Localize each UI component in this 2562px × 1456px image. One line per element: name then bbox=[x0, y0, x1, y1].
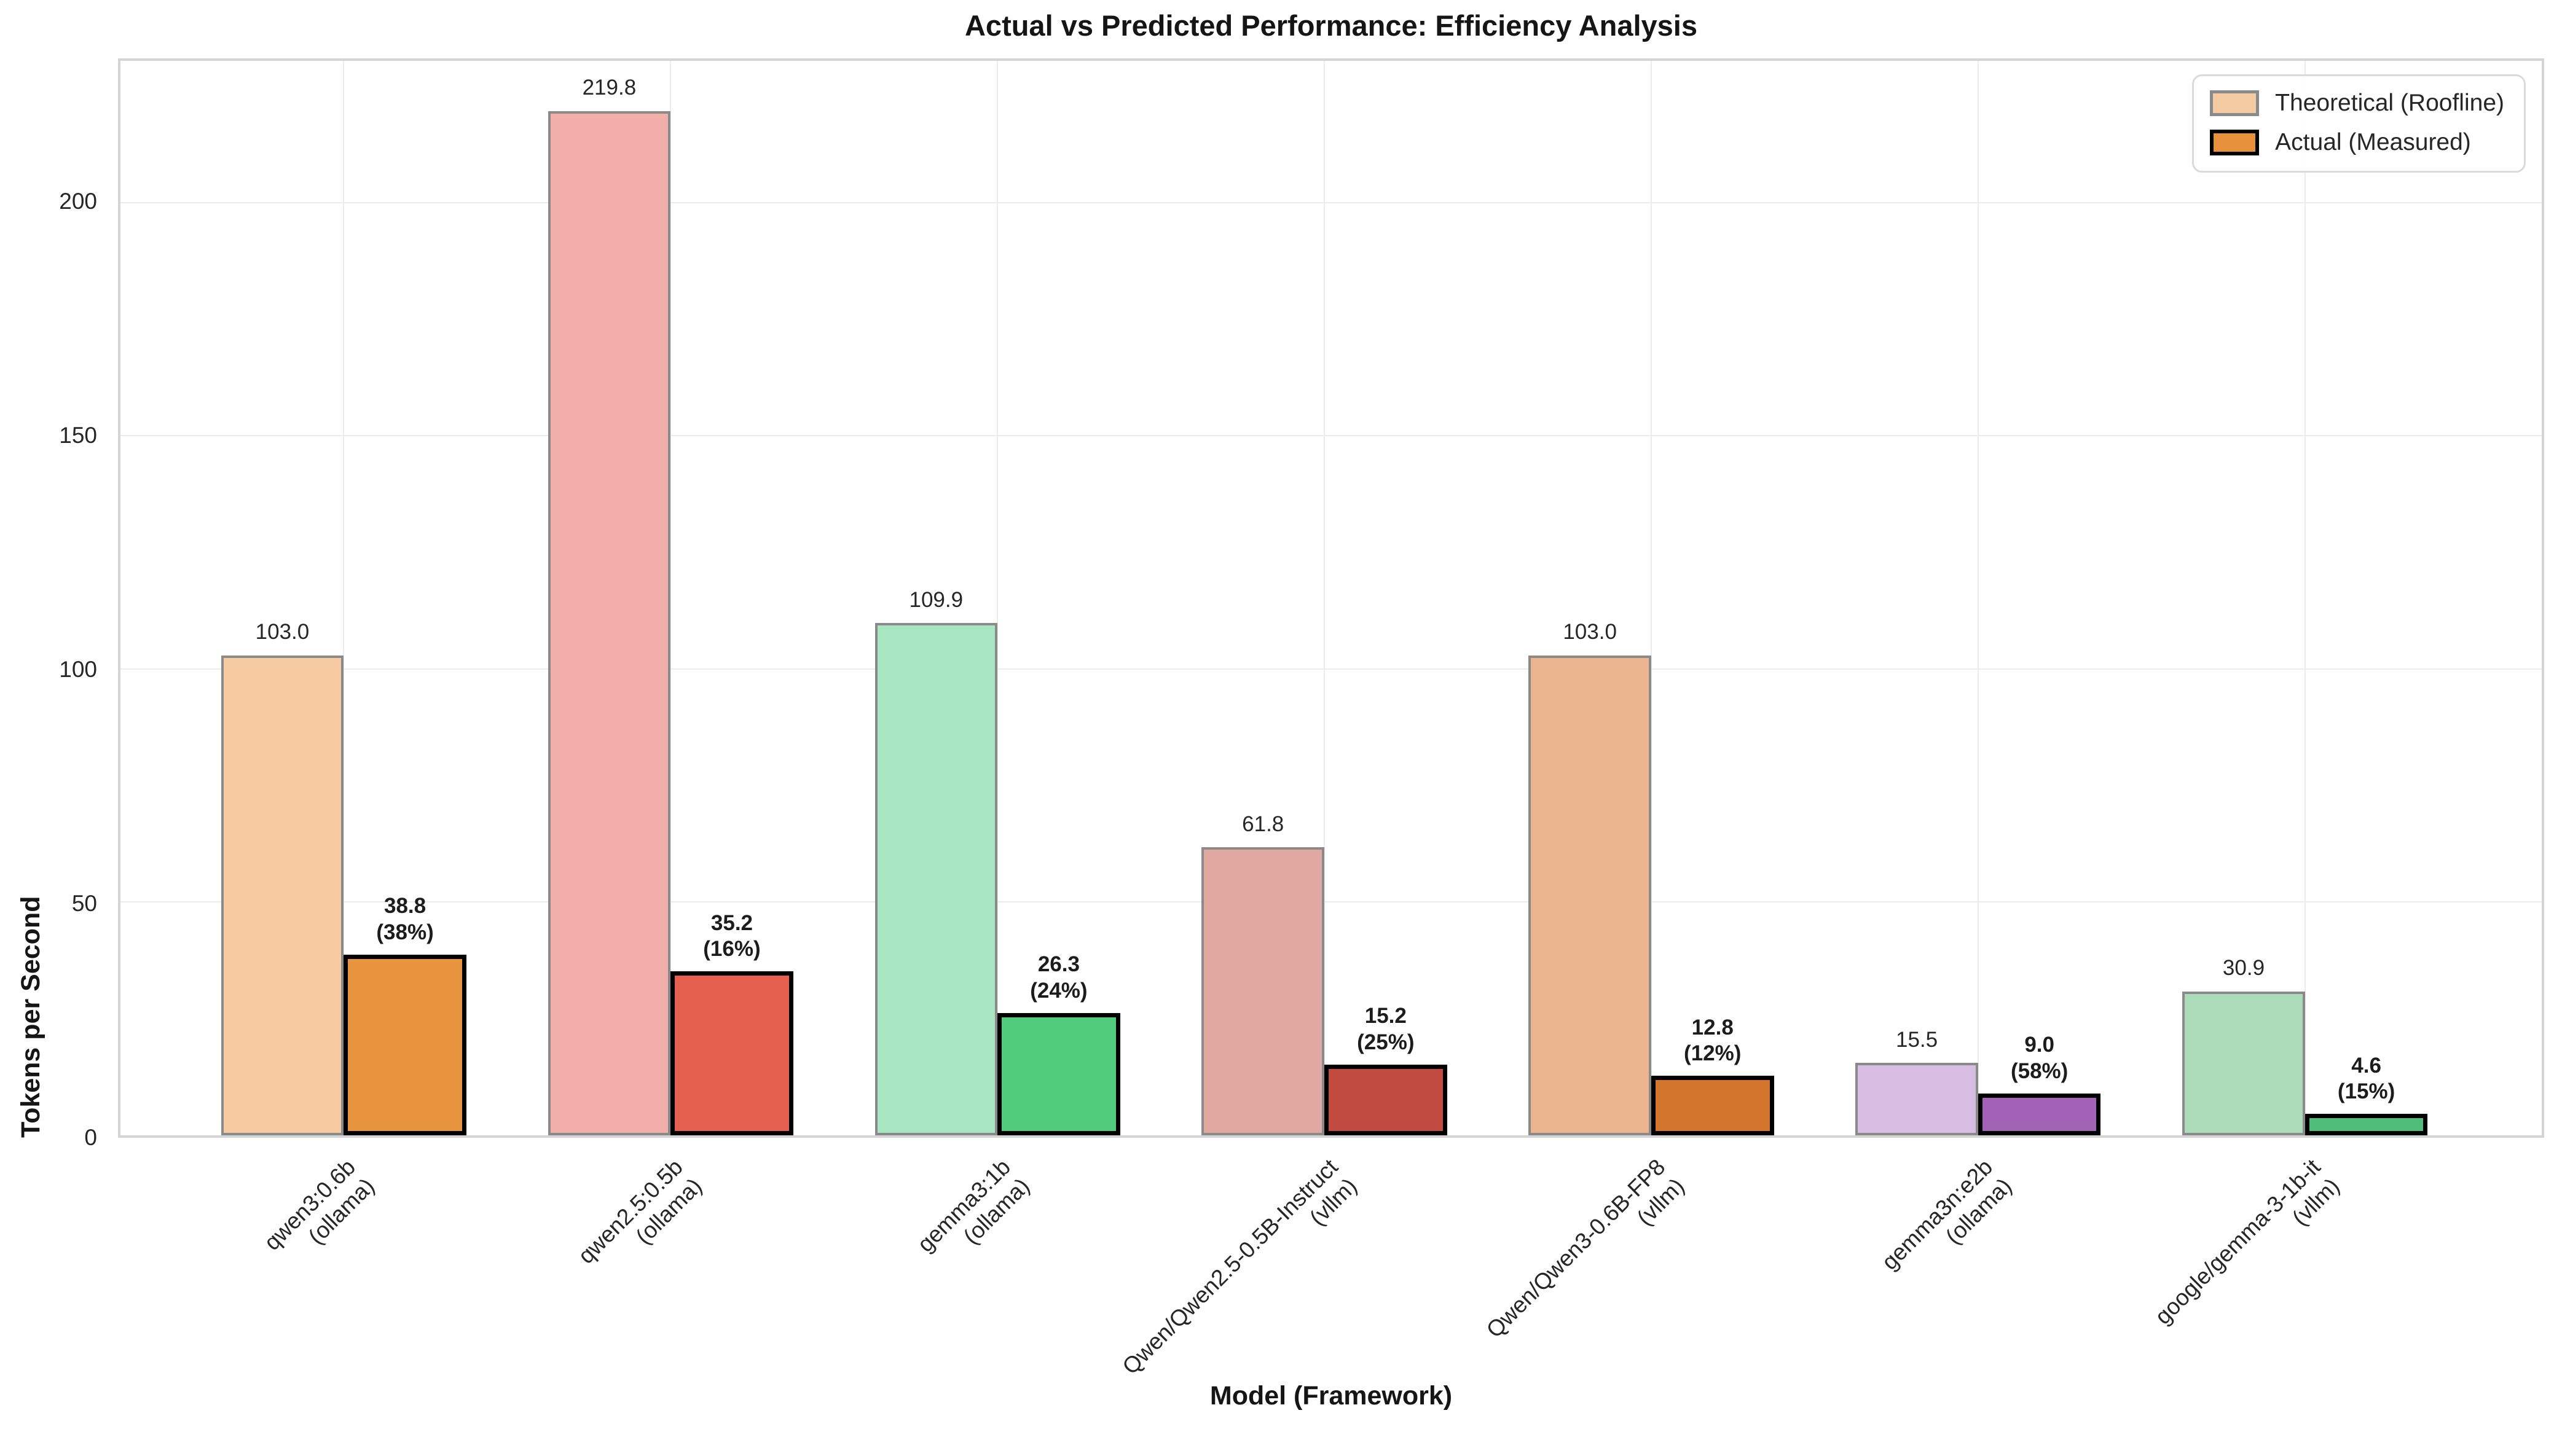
bar-label-actual-2: 26.3 (24%) bbox=[997, 952, 1120, 1004]
gridline-vertical-2 bbox=[997, 61, 999, 1135]
bar-actual-4 bbox=[1651, 1075, 1774, 1135]
x-tick-label-4-line-0: Qwen/Qwen3-0.6B-FP8 bbox=[1481, 1154, 1670, 1343]
legend: Theoretical (Roofline) Actual (Measured) bbox=[2192, 74, 2526, 173]
x-tick-label-4-line-1: (vllm) bbox=[1632, 1173, 1689, 1231]
legend-label-actual: Actual (Measured) bbox=[2275, 129, 2471, 155]
gridline-horizontal-200 bbox=[120, 202, 2542, 204]
bar-label-actual-6: 4.6 (15%) bbox=[2305, 1053, 2428, 1105]
bar-theoretical-0 bbox=[221, 655, 344, 1135]
bar-label-actual-efficiency-1: (16%) bbox=[703, 937, 761, 961]
bar-actual-2 bbox=[997, 1012, 1120, 1135]
bar-label-actual-value-1: 35.2 bbox=[710, 910, 753, 935]
bar-label-actual-value-5: 9.0 bbox=[2024, 1033, 2054, 1057]
bar-label-actual-efficiency-5: (58%) bbox=[2010, 1059, 2069, 1084]
bar-label-actual-5: 9.0 (58%) bbox=[1978, 1032, 2101, 1084]
y-tick-label-200: 200 bbox=[59, 189, 97, 214]
bar-actual-6 bbox=[2305, 1114, 2428, 1135]
y-tick-label-50: 50 bbox=[71, 891, 97, 917]
bar-label-theoretical-0: 103.0 bbox=[255, 620, 310, 644]
x-axis-ticks: qwen3:0.6b (ollama) qwen2.5:0.5b (ollama) ge… bbox=[118, 1144, 2544, 1402]
gridline-vertical-6 bbox=[2304, 61, 2306, 1135]
x-tick-label-4: Qwen/Qwen3-0.6B-FP8 (vllm) bbox=[1481, 1154, 1689, 1362]
bar-label-theoretical-2: 109.9 bbox=[909, 587, 964, 612]
x-tick-label-5: gemma3n:e2b (ollama) bbox=[1877, 1154, 2018, 1294]
bar-theoretical-3 bbox=[1201, 847, 1325, 1135]
bar-label-actual-value-0: 38.8 bbox=[383, 894, 426, 918]
plot-area: 103.0 38.8 (38%) 219.8 35.2 (16%) 109.9 26.3 (24… bbox=[118, 58, 2544, 1138]
bar-theoretical-4 bbox=[1528, 655, 1651, 1135]
gridline-horizontal-50 bbox=[120, 901, 2542, 902]
gridline-vertical-5 bbox=[1977, 61, 1979, 1135]
bar-actual-3 bbox=[1324, 1064, 1447, 1135]
bar-label-actual-efficiency-0: (38%) bbox=[376, 920, 434, 945]
bar-actual-1 bbox=[670, 971, 793, 1135]
gridline-horizontal-100 bbox=[120, 668, 2542, 670]
bar-label-actual-1: 35.2 (16%) bbox=[670, 910, 793, 963]
y-tick-label-0: 0 bbox=[84, 1125, 97, 1150]
bar-label-theoretical-1: 219.8 bbox=[582, 76, 637, 100]
y-tick-label-100: 100 bbox=[59, 657, 97, 683]
gridline-vertical-4 bbox=[1650, 61, 1652, 1135]
bar-label-actual-efficiency-6: (15%) bbox=[2337, 1079, 2395, 1104]
y-axis-ticks: 0 50 100 150 200 bbox=[0, 58, 97, 1150]
legend-item-actual: Actual (Measured) bbox=[2210, 129, 2504, 156]
y-tick-label-150: 150 bbox=[59, 423, 97, 448]
bar-label-actual-0: 38.8 (38%) bbox=[344, 893, 466, 945]
x-tick-label-2: gemma3:1b (ollama) bbox=[912, 1154, 1035, 1277]
bar-label-theoretical-5: 15.5 bbox=[1896, 1027, 1938, 1052]
x-tick-label-0: qwen3:0.6b (ollama) bbox=[259, 1154, 380, 1275]
bar-label-theoretical-3: 61.8 bbox=[1242, 812, 1284, 836]
x-tick-label-6-line-0: google/gemma-3-1b-it bbox=[2150, 1154, 2325, 1329]
x-axis-label: Model (Framework) bbox=[1209, 1381, 1453, 1411]
bar-label-actual-efficiency-2: (24%) bbox=[1030, 978, 1088, 1003]
legend-swatch-actual bbox=[2210, 130, 2260, 155]
bar-theoretical-5 bbox=[1855, 1063, 1978, 1135]
bar-label-actual-value-6: 4.6 bbox=[2351, 1053, 2381, 1078]
bar-theoretical-2 bbox=[874, 623, 998, 1135]
x-tick-label-3: Qwen/Qwen2.5-0.5B-Instruct (vllm) bbox=[1117, 1154, 1362, 1399]
bar-actual-5 bbox=[1978, 1093, 2101, 1135]
gridline-vertical-0 bbox=[343, 61, 345, 1135]
x-tick-label-6: google/gemma-3-1b-it (vllm) bbox=[2150, 1154, 2345, 1349]
x-tick-label-3-line-0: Qwen/Qwen2.5-0.5B-Instruct bbox=[1117, 1154, 1343, 1380]
bar-label-theoretical-6: 30.9 bbox=[2222, 955, 2265, 980]
legend-item-theoretical: Theoretical (Roofline) bbox=[2210, 90, 2504, 117]
gridline-vertical-3 bbox=[1324, 61, 1326, 1135]
x-tick-label-3-line-1: (vllm) bbox=[1304, 1173, 1362, 1231]
bar-actual-0 bbox=[344, 954, 466, 1135]
bar-label-actual-efficiency-4: (12%) bbox=[1684, 1041, 1742, 1066]
x-tick-label-6-line-1: (vllm) bbox=[2287, 1173, 2344, 1231]
chart-title: Actual vs Predicted Performance: Efficie… bbox=[964, 9, 1697, 42]
bar-label-actual-value-3: 15.2 bbox=[1364, 1004, 1407, 1028]
bar-label-theoretical-4: 103.0 bbox=[1563, 620, 1617, 644]
bar-label-actual-4: 12.8 (12%) bbox=[1651, 1015, 1774, 1067]
gridline-horizontal-150 bbox=[120, 435, 2542, 437]
bar-theoretical-1 bbox=[548, 111, 671, 1135]
bar-label-actual-efficiency-3: (25%) bbox=[1357, 1030, 1415, 1055]
x-tick-label-1: qwen2.5:0.5b (ollama) bbox=[573, 1154, 707, 1288]
bar-label-actual-value-2: 26.3 bbox=[1037, 952, 1080, 977]
legend-swatch-theoretical bbox=[2210, 90, 2260, 116]
bar-label-actual-3: 15.2 (25%) bbox=[1324, 1003, 1447, 1055]
bar-label-actual-value-4: 12.8 bbox=[1691, 1015, 1734, 1039]
bar-theoretical-6 bbox=[2182, 991, 2305, 1135]
legend-label-theoretical: Theoretical (Roofline) bbox=[2275, 90, 2504, 116]
gridline-vertical-1 bbox=[670, 61, 672, 1135]
